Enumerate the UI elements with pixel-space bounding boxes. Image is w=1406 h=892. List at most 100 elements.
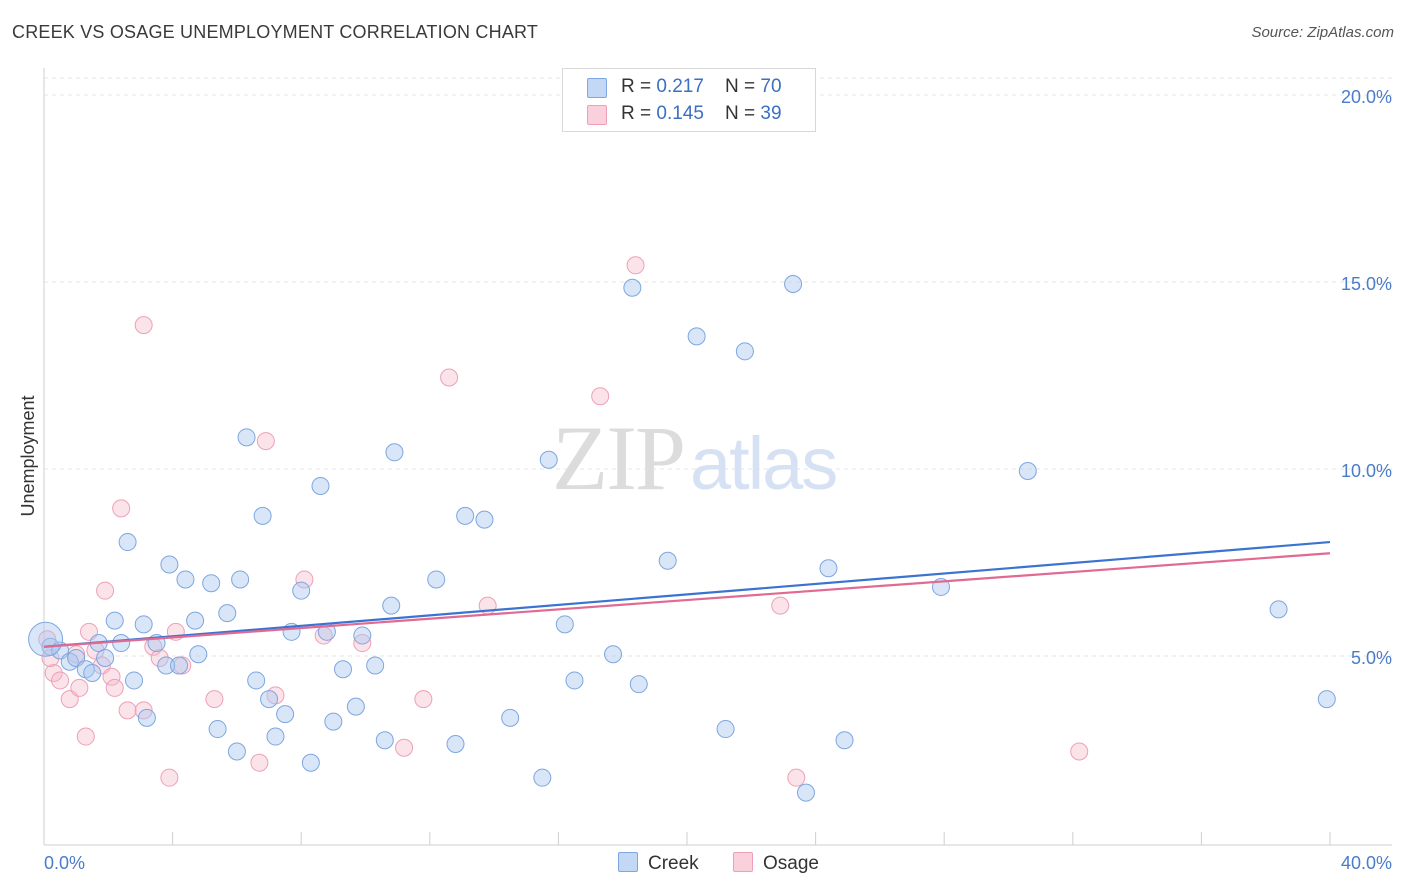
y-tick-label: 10.0% [1341,461,1392,481]
creek-point [501,708,520,727]
osage-point [118,701,137,720]
legend-r-value: 0.145 [656,103,704,124]
osage-point [591,387,610,406]
creek-point [260,690,279,709]
x-ticks [172,832,1331,845]
creek-swatch [587,78,607,98]
creek-point [539,450,558,469]
creek-point [796,783,815,802]
osage-trend-line [43,552,1331,648]
creek-point [202,574,221,593]
osage-point [395,738,414,757]
data-points [28,256,1336,802]
creek-point [1018,462,1037,480]
osage-point [51,671,70,690]
creek-point [157,656,176,675]
osage-point [44,663,63,682]
creek-point [658,551,677,570]
creek-point [83,663,102,682]
creek-point [311,476,330,495]
creek-point [253,506,272,525]
creek-point [208,720,227,739]
osage-point [70,678,89,697]
creek-point [231,570,250,589]
trend-lines [43,540,1331,648]
osage-point [414,690,433,709]
osage-legend-label: Osage [763,853,819,874]
creek-point [446,735,465,754]
creek-point [565,671,584,690]
osage-point [96,581,115,600]
creek-point [105,611,124,630]
osage-point [105,678,124,697]
osage-point [771,596,790,615]
creek-point [835,731,854,750]
osage-legend-swatch [733,852,753,872]
creek-point [784,275,803,293]
creek-point [375,731,394,750]
creek-point [623,278,642,297]
osage-point [295,570,314,589]
legend-text-creek: R = 0.217 N = 70 [621,76,782,98]
y-axis-title: Unemployment [18,395,38,516]
osage-point [1070,742,1089,761]
osage-point [256,432,275,451]
creek-point [629,675,648,694]
legend-r-label: R = [621,103,657,124]
axes [43,68,1392,846]
bottom-legend-creek: Creek [618,852,699,875]
creek-point [125,671,144,690]
creek-point [533,768,552,787]
osage-point [440,368,459,387]
osage-point [112,499,131,518]
grid-lines [44,77,1392,657]
creek-legend-swatch [618,852,638,872]
creek-point [1317,690,1336,709]
creek-legend-label: Creek [648,853,699,874]
legend-n-label: N = [725,76,761,97]
legend-n-label: N = [725,103,761,124]
y-tick-label: 20.0% [1341,87,1392,107]
creek-point [475,510,494,529]
x-tick-label-min: 0.0% [44,853,85,873]
creek-point [189,645,208,664]
creek-point [716,720,735,739]
creek-point [456,506,475,525]
y-tick-label: 5.0% [1351,648,1392,668]
osage-point [205,690,224,709]
creek-point [276,705,295,724]
creek-point [96,649,115,667]
legend-n-value: 39 [760,103,782,124]
x-tick-label-max: 40.0% [1341,853,1392,873]
creek-point [1269,600,1288,619]
osage-point [626,256,645,275]
creek-point [237,428,256,447]
creek-point [176,570,195,589]
creek-point [186,611,205,630]
creek-point [292,581,311,600]
creek-point [366,656,385,675]
creek-point [687,327,706,346]
creek-point [385,443,404,462]
y-tick-labels: 5.0% 10.0% 15.0% 20.0% [1341,87,1392,668]
creek-point [555,615,574,634]
creek-point [118,533,137,552]
creek-point [170,656,189,675]
osage-point [160,768,179,787]
creek-point [333,660,352,679]
bottom-legend-osage: Osage [733,852,819,875]
creek-point [346,697,365,716]
creek-point [160,555,179,574]
osage-point [134,316,153,335]
osage-swatch [587,105,607,125]
creek-point [218,604,237,623]
creek-point [137,708,156,727]
creek-trend-line [43,540,1331,648]
creek-point [28,621,64,657]
y-tick-label: 15.0% [1341,274,1392,294]
creek-point [353,626,372,645]
chart-title: CREEK VS OSAGE UNEMPLOYMENT CORRELATION … [12,22,539,42]
creek-point [427,570,446,589]
creek-point [301,753,320,772]
